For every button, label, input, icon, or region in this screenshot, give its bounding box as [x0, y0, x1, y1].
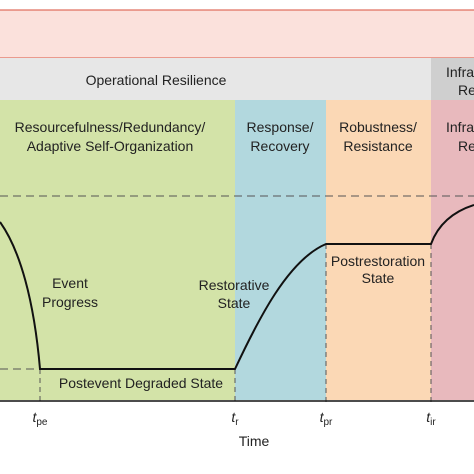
tick-tpr-sub: pr	[323, 417, 333, 428]
tick-tr-sub: r	[235, 417, 239, 428]
postrestoration-state-line1: Postrestoration	[331, 253, 425, 269]
event-progress-line1: Event	[52, 275, 88, 291]
operational-header	[0, 58, 431, 100]
resilience-curve	[0, 204, 474, 370]
phase-infrastructure-line2: Re	[458, 138, 474, 154]
tick-tir-main: t	[426, 409, 431, 425]
infrastructure-header-line1: Infra	[446, 64, 474, 80]
tick-tr-main: t	[231, 409, 236, 425]
time-axis-title: Time	[239, 433, 270, 449]
tick-tpe-sub: pe	[36, 417, 48, 428]
phase-resourcefulness-line1: Resourcefulness/Redundancy/	[15, 119, 206, 135]
phase-infrastructure-line1: Infra	[446, 119, 474, 135]
phase-response-line1: Response/	[247, 119, 314, 135]
tick-label-tir: tir	[426, 409, 436, 428]
top-band	[0, 10, 474, 58]
phase-robustness-region	[326, 100, 431, 400]
phase-robustness-line1: Robustness/	[339, 119, 417, 135]
phase-infrastructure-region	[431, 100, 474, 400]
tick-label-tpr: tpr	[320, 409, 333, 428]
operational-resilience-label: Operational Resilience	[86, 72, 227, 88]
degraded-state-label: Postevent Degraded State	[59, 375, 223, 391]
phase-resourcefulness-region	[0, 100, 235, 400]
event-progress-line2: Progress	[42, 294, 98, 310]
infrastructure-header	[431, 58, 474, 100]
phase-resourcefulness-line2: Adaptive Self-Organization	[27, 138, 194, 154]
phase-response-line2: Recovery	[250, 138, 309, 154]
tick-tpr-main: t	[320, 409, 325, 425]
infrastructure-header-line2: Re	[458, 82, 474, 98]
phase-response-region	[235, 100, 326, 400]
tick-tir-sub: ir	[430, 417, 436, 428]
phase-robustness-line2: Resistance	[343, 138, 412, 154]
tick-tpe-main: t	[32, 409, 37, 425]
tick-label-tr: tr	[231, 409, 239, 428]
restorative-state-line2: State	[218, 295, 251, 311]
postrestoration-state-line2: State	[362, 270, 395, 286]
restorative-state-line1: Restorative	[199, 277, 270, 293]
tick-label-tpe: tpe	[32, 409, 47, 428]
